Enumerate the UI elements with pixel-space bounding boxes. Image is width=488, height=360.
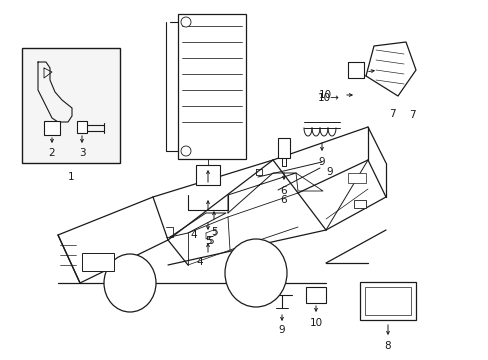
Text: 2: 2 bbox=[49, 148, 55, 158]
Text: 6: 6 bbox=[280, 186, 287, 196]
Bar bbox=[82, 253, 114, 271]
Bar bbox=[22, 48, 120, 163]
Text: 10→: 10→ bbox=[318, 93, 339, 103]
Circle shape bbox=[181, 17, 191, 27]
Bar bbox=[364, 287, 410, 315]
Text: 5: 5 bbox=[210, 227, 217, 237]
Text: 7: 7 bbox=[388, 109, 394, 119]
Text: 10: 10 bbox=[318, 90, 331, 100]
Text: 4: 4 bbox=[196, 257, 203, 267]
Bar bbox=[347, 173, 365, 183]
Text: 4: 4 bbox=[190, 230, 197, 240]
Bar bbox=[77, 121, 87, 133]
Ellipse shape bbox=[224, 239, 286, 307]
Text: 10: 10 bbox=[309, 318, 322, 328]
Text: 5: 5 bbox=[204, 236, 211, 246]
Bar bbox=[353, 200, 365, 208]
Bar bbox=[196, 165, 220, 185]
Text: 3: 3 bbox=[79, 148, 85, 158]
Bar bbox=[305, 287, 325, 303]
Bar bbox=[278, 138, 289, 158]
Text: 9: 9 bbox=[278, 325, 285, 335]
Text: 8: 8 bbox=[384, 341, 390, 351]
Text: 9: 9 bbox=[326, 167, 333, 177]
Circle shape bbox=[181, 146, 191, 156]
Bar bbox=[359, 282, 415, 320]
Bar bbox=[178, 14, 245, 159]
Text: 1: 1 bbox=[67, 172, 74, 182]
Bar bbox=[44, 121, 60, 135]
Text: 9: 9 bbox=[318, 157, 325, 167]
Text: 7: 7 bbox=[408, 110, 414, 120]
Text: 5: 5 bbox=[206, 236, 213, 246]
Ellipse shape bbox=[104, 254, 156, 312]
Text: 6: 6 bbox=[280, 195, 287, 205]
